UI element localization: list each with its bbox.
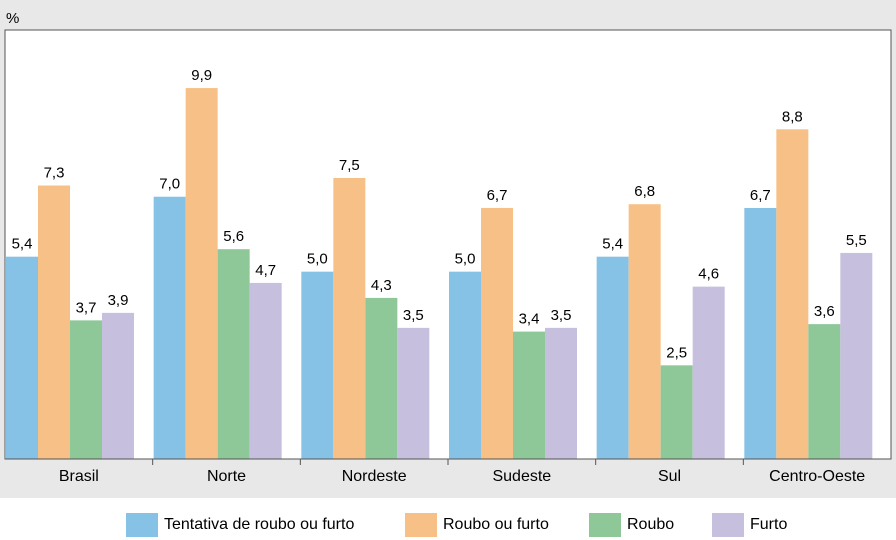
y-axis-unit-label: % [6, 10, 20, 27]
data-label: 3,5 [403, 307, 424, 324]
bar [102, 312, 134, 459]
bar [38, 185, 70, 460]
bar [596, 256, 629, 459]
plot-area [5, 30, 891, 459]
bar-chart: 5,4 7,3 3,7 3,9 Brasil 7,0 9,9 5,6 4,7 Norte 5,0 7,… [4, 29, 892, 485]
bar [6, 256, 38, 459]
bar [744, 207, 777, 459]
legend-swatch [712, 513, 744, 537]
data-label: 5,4 [602, 236, 623, 253]
legend-swatch [405, 513, 437, 537]
data-label: 5,0 [307, 251, 328, 268]
data-label: 8,8 [782, 108, 803, 125]
bar [185, 88, 218, 460]
data-label: 4,3 [371, 277, 392, 294]
bar [692, 286, 725, 459]
data-label: 7,0 [159, 176, 180, 193]
x-tick-label: Nordeste [342, 468, 407, 485]
legend-item-roubo: Roubo [589, 512, 674, 538]
bar [776, 129, 809, 459]
legend-swatch [126, 513, 158, 537]
legend-label: Tentativa de roubo ou furto [164, 516, 355, 533]
legend-label: Furto [750, 516, 788, 533]
data-label: 6,7 [750, 187, 771, 204]
x-tick-label: Sudeste [492, 468, 551, 485]
bar [333, 177, 366, 459]
chart-legend: Tentativa de roubo ou furto Roubo ou fur… [0, 508, 896, 540]
legend-item-roubo-ou-furto: Roubo ou furto [405, 512, 549, 538]
x-tick-label: Centro-Oeste [769, 468, 865, 485]
data-label: 7,5 [339, 157, 360, 174]
data-label: 6,8 [634, 183, 655, 200]
x-tick-label: Norte [207, 468, 246, 485]
data-label: 5,6 [223, 228, 244, 245]
bar [249, 282, 282, 459]
bar [365, 297, 398, 459]
bar [545, 327, 577, 459]
bar [808, 324, 841, 459]
x-tick-label: Sul [658, 468, 681, 485]
data-label: 4,7 [255, 262, 276, 279]
bar [449, 271, 481, 459]
data-label: 3,7 [76, 299, 97, 316]
bar [301, 271, 334, 459]
legend-swatch [589, 513, 621, 537]
data-label: 6,7 [487, 187, 508, 204]
bar [840, 252, 873, 459]
x-tick-label: Brasil [59, 468, 99, 485]
data-label: 2,5 [666, 344, 687, 361]
bar [660, 365, 693, 459]
data-label: 4,6 [698, 266, 719, 283]
bar [70, 320, 102, 459]
plot-border [4, 29, 892, 460]
chart-panel: % 5,4 7,3 3,7 3,9 Brasil 7,0 9,9 5,6 4,7 Norte 5,0… [0, 0, 896, 498]
data-label: 3,4 [519, 311, 540, 328]
bar [628, 204, 661, 459]
bar [513, 331, 545, 459]
bar [481, 207, 513, 459]
data-label: 3,9 [108, 292, 129, 309]
legend-item-furto: Furto [712, 512, 787, 538]
data-label: 7,3 [44, 164, 65, 181]
data-label: 5,0 [455, 251, 476, 268]
legend-label: Roubo ou furto [443, 516, 549, 533]
bar [217, 249, 250, 459]
legend-label: Roubo [627, 516, 675, 533]
data-label: 3,5 [551, 307, 572, 324]
legend-item-tentativa: Tentativa de roubo ou furto [126, 512, 354, 538]
data-label: 5,5 [846, 232, 867, 249]
bar [397, 327, 430, 459]
bar [153, 196, 186, 460]
data-label: 9,9 [191, 67, 212, 84]
data-label: 5,4 [12, 236, 33, 253]
data-label: 3,6 [814, 303, 835, 320]
